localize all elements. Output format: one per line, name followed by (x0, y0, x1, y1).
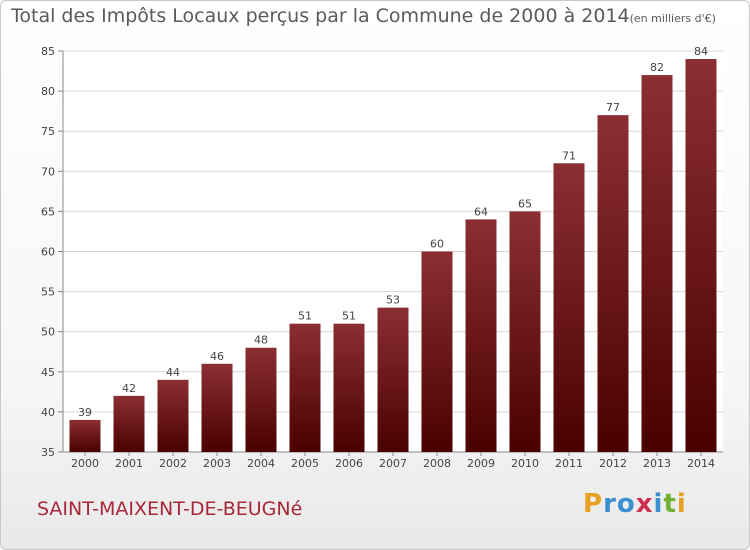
x-tick-label: 2002 (159, 457, 187, 470)
proxiti-logo: Proxiti (583, 489, 687, 519)
logo-letter: t (663, 489, 677, 519)
logo-letter: x (635, 489, 654, 519)
x-tick-label: 2003 (203, 457, 231, 470)
chart-title-unit: (en milliers d'€) (629, 12, 716, 25)
bar-2009 (465, 219, 497, 452)
x-tick-label: 2008 (423, 457, 451, 470)
data-label: 71 (562, 149, 576, 162)
data-label: 42 (122, 382, 136, 395)
y-tick-label: 80 (41, 85, 55, 98)
data-label: 84 (694, 45, 708, 58)
bar-2003 (201, 363, 233, 452)
x-tick-label: 2006 (335, 457, 363, 470)
bar-2012 (597, 115, 629, 452)
logo-letter: o (616, 489, 636, 519)
bar-2007 (377, 307, 409, 452)
data-label: 51 (342, 310, 356, 323)
data-label: 51 (298, 310, 312, 323)
data-label: 46 (210, 350, 224, 363)
y-tick-label: 85 (41, 45, 55, 58)
logo-letter: r (603, 489, 617, 519)
data-label: 64 (474, 205, 488, 218)
bars (69, 59, 717, 453)
bar-2004 (245, 347, 277, 452)
bar-2002 (157, 379, 189, 452)
data-label: 65 (518, 197, 532, 210)
x-tick-label: 2004 (247, 457, 275, 470)
bar-2005 (289, 323, 321, 452)
y-tick-label: 70 (41, 165, 55, 178)
y-tick-label: 50 (41, 326, 55, 339)
y-tick-label: 45 (41, 366, 55, 379)
data-label: 82 (650, 61, 664, 74)
bar-2001 (113, 395, 145, 452)
labels: 39 2000 42 2001 44 2002 46 2003 48 2004 51 2005 51 20… (71, 45, 715, 470)
y-tick-label: 75 (41, 125, 55, 138)
x-tick-label: 2012 (599, 457, 627, 470)
bar-2008 (421, 251, 453, 452)
commune-name: SAINT-MAIXENT-DE-BEUGNé (37, 498, 303, 520)
data-label: 48 (254, 334, 268, 347)
x-tick-label: 2013 (643, 457, 671, 470)
logo-letter: i (676, 489, 687, 519)
chart-title-text: Total des Impôts Locaux perçus par la Co… (11, 5, 630, 27)
x-tick-label: 2011 (555, 457, 583, 470)
y-tick-label: 35 (41, 446, 55, 459)
data-label: 53 (386, 294, 400, 307)
x-tick-label: 2014 (687, 457, 715, 470)
x-tick-label: 2001 (115, 457, 143, 470)
y-tick-label: 40 (41, 406, 55, 419)
x-tick-label: 2009 (467, 457, 495, 470)
data-label: 44 (166, 366, 180, 379)
bar-2006 (333, 323, 365, 452)
data-label: 60 (430, 238, 444, 251)
bar-2014 (685, 59, 717, 453)
x-tick-label: 2005 (291, 457, 319, 470)
bar-2000 (69, 419, 101, 452)
bar-2011 (553, 163, 585, 452)
x-tick-label: 2010 (511, 457, 539, 470)
y-tick-label: 65 (41, 205, 55, 218)
logo-letter: i (653, 489, 664, 519)
y-tick-label: 55 (41, 286, 55, 299)
logo-letter: P (583, 489, 604, 519)
y-tick-label: 60 (41, 246, 55, 259)
bar-2010 (509, 211, 541, 452)
data-label: 77 (606, 101, 620, 114)
chart-title: Total des Impôts Locaux perçus par la Co… (11, 5, 716, 27)
bar-2013 (641, 75, 673, 452)
data-label: 39 (78, 406, 92, 419)
x-tick-label: 2007 (379, 457, 407, 470)
x-tick-label: 2000 (71, 457, 99, 470)
